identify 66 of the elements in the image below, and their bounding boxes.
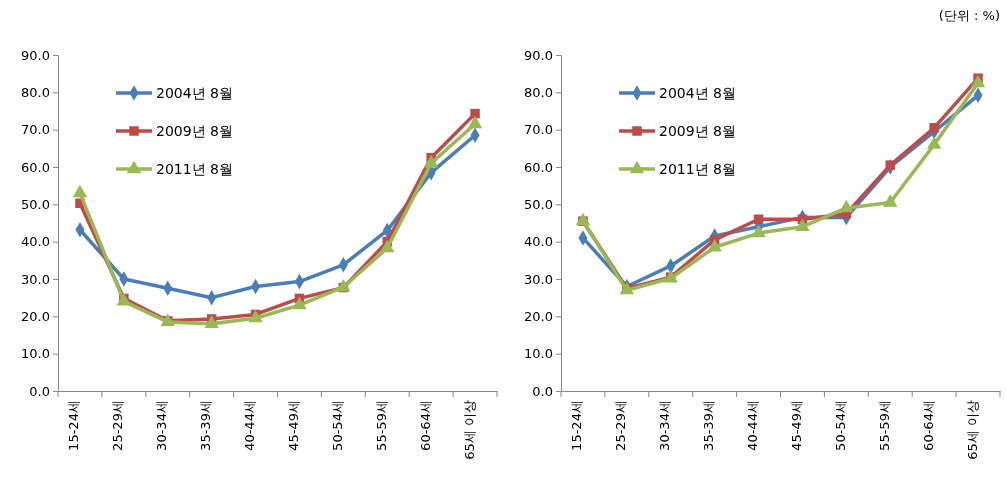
y-tick-label: 50.0 [524,196,553,212]
y-tick-label: 60.0 [524,159,553,175]
legend-label: 2004년 8월 [659,84,736,101]
point [72,184,88,198]
point [885,160,895,170]
point [926,136,942,149]
x-tick-label: 35-39세 [701,400,717,451]
point [753,214,764,225]
x-tick-label: 15-24세 [66,400,82,451]
point [292,296,307,310]
x-tick-label: 15-24세 [569,400,585,451]
y-tick-label: 50.0 [21,196,50,212]
x-tick-label: 25-29세 [110,400,126,451]
y-tick-label: 30.0 [21,271,50,287]
y-tick-label: 70.0 [21,122,50,138]
x-tick-label: 45-49세 [788,400,804,451]
x-tick-label: 50-54세 [832,400,848,451]
point [970,74,986,88]
point [929,123,939,133]
x-tick-label: 25-29세 [613,400,629,451]
x-tick-label: 55-59세 [876,400,892,451]
y-tick-label: 90.0 [524,47,553,63]
point [707,238,722,252]
text: (단위 : %) [938,8,1000,23]
y-tick-label: 10.0 [21,346,50,362]
x-tick-label: 40-44세 [242,400,257,451]
legend-label: 2011년 8월 [156,160,233,177]
y-tick-label: 0.0 [532,383,553,399]
y-tick-label: 0.0 [29,383,50,399]
point [467,115,483,129]
x-tick-label: 45-49세 [285,400,301,451]
legend-label: 2009년 8월 [659,122,736,139]
y-tick-label: 40.0 [21,234,50,250]
point [751,224,766,238]
point [470,108,480,119]
x-tick-label: 55-59세 [373,400,389,451]
point [795,218,810,231]
point [380,239,395,253]
point [883,194,898,207]
point [336,278,351,292]
y-tick-label: 20.0 [21,308,50,324]
legend-label: 2004년 8월 [156,84,233,101]
legend-label: 2011년 8월 [659,160,736,177]
point [204,315,219,328]
point [423,154,439,168]
x-tick-label: 50-54세 [329,400,345,451]
point [839,199,854,213]
y-tick-label: 90.0 [21,47,50,63]
y-tick-label: 30.0 [524,271,553,287]
x-tick-label: 60-64세 [417,400,433,451]
y-tick-label: 40.0 [524,234,553,250]
y-tick-label: 60.0 [21,159,50,175]
y-tick-label: 80.0 [21,84,50,100]
point [575,212,591,226]
x-tick-label: 30-34세 [154,400,170,451]
y-tick-label: 10.0 [524,346,553,362]
y-tick-label: 70.0 [524,122,553,138]
x-tick-label: 40-44세 [745,400,760,451]
x-tick-label: 65세 이상 [964,400,980,460]
x-tick-label: 30-34세 [657,400,673,451]
x-tick-label: 60-64세 [920,400,936,451]
x-tick-label: 65세 이상 [461,400,477,460]
legend-label: 2009년 8월 [156,122,233,139]
y-tick-label: 20.0 [524,308,553,324]
y-tick-label: 80.0 [524,84,553,100]
x-tick-label: 35-39세 [198,400,214,451]
